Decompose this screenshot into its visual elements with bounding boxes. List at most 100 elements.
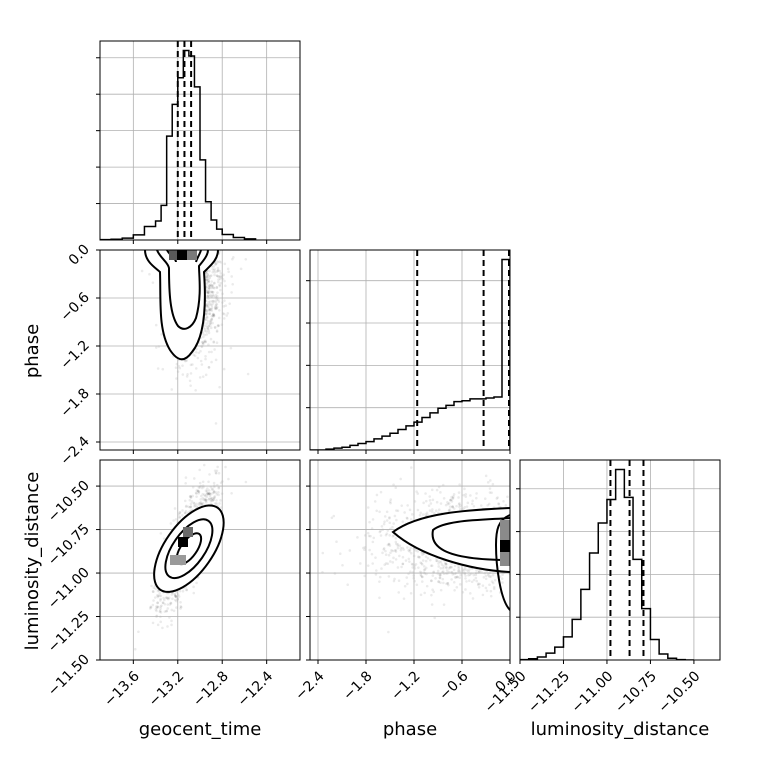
phase-distance-scatter-point: [511, 524, 514, 527]
phase-distance-scatter-point: [527, 557, 530, 560]
geocent-phase-scatter-point: [232, 256, 235, 259]
phase-distance-scatter-point: [439, 502, 443, 505]
geocent-phase-scatter-point: [199, 233, 202, 236]
geocent-time-x-tick-label: −13.6: [101, 668, 143, 710]
geocent-phase-scatter-point: [193, 196, 196, 199]
phase-distance-scatter-point: [521, 561, 524, 564]
geocent-phase-scatter-point: [173, 220, 176, 223]
phase-distance-scatter-point: [470, 580, 474, 584]
phase-distance-scatter-point: [522, 527, 525, 530]
geocent-phase-scatter-point: [203, 210, 206, 213]
geocent-phase-scatter-point: [199, 359, 203, 363]
geocent-phase-scatter-point: [215, 330, 219, 333]
phase-distance-scatter-point: [517, 490, 520, 493]
geocent-distance-scatter-point: [163, 602, 167, 606]
geocent-phase-scatter-point: [191, 244, 194, 247]
geocent-distance-scatter-point: [195, 581, 198, 585]
geocent-phase-scatter-point: [184, 245, 187, 248]
geocent-phase-scatter-point: [227, 270, 230, 274]
geocent-distance-scatter-point: [214, 471, 218, 475]
geocent-distance-scatter-point: [244, 480, 248, 484]
phase-distance-scatter-point: [389, 498, 393, 501]
phase-distance-scatter-point: [437, 565, 441, 568]
geocent-distance-scatter-point: [149, 605, 152, 609]
phase-distance-scatter-point: [576, 568, 579, 571]
geocent-phase-scatter-point: [198, 189, 201, 192]
geocent-phase-scatter-point: [215, 305, 219, 309]
phase-distance-scatter-point: [535, 525, 538, 528]
geocent-distance-scatter-point: [217, 486, 221, 490]
phase-distance-scatter-point: [539, 571, 542, 574]
phase-distance-scatter-point: [513, 520, 516, 523]
phase-distance-scatter-point: [522, 555, 525, 558]
geocent-distance-scatter-point: [196, 489, 200, 493]
phase-distance-scatter-point: [439, 581, 442, 584]
phase-distance-scatter-point: [388, 521, 392, 525]
phase-distance-scatter-point: [574, 575, 577, 578]
geocent-phase-scatter-point: [207, 329, 211, 333]
phase-distance-scatter-point: [522, 546, 525, 549]
geocent-phase-scatter-point: [200, 229, 203, 232]
geocent-phase-scatter-point: [185, 228, 188, 231]
geocent-phase-scatter-point: [200, 211, 203, 214]
phase-distance-scatter-point: [401, 562, 405, 566]
geocent-phase-scatter-point: [216, 260, 220, 264]
phase-distance-scatter-point: [501, 573, 504, 577]
geocent-phase-scatter-point: [208, 276, 212, 280]
phase-distance-scatter-point: [535, 510, 538, 513]
phase-y-tick-label: 0.0: [66, 242, 93, 269]
geocent-phase-scatter-point: [172, 246, 175, 249]
phase-distance-scatter-point: [487, 574, 490, 577]
phase-distance-scatter-point: [527, 539, 530, 542]
phase-distance-scatter-point: [445, 565, 448, 569]
phase-y-tick-label: −2.4: [57, 433, 92, 468]
geocent-distance-scatter-point: [195, 505, 199, 508]
phase-distance-scatter-point: [387, 575, 391, 578]
phase-distance-scatter-point: [522, 549, 525, 552]
geocent-phase-scatter-point: [205, 278, 209, 282]
geocent-phase-scatter-point: [208, 312, 211, 316]
phase-distance-scatter-point: [452, 580, 456, 584]
geocent-phase-scatter-point: [197, 223, 200, 226]
geocent-phase-scatter-point: [204, 227, 207, 230]
phase-distance-scatter-point: [458, 570, 462, 573]
geocent-distance-scatter-point: [208, 497, 211, 500]
phase-distance-scatter-point: [406, 546, 409, 549]
geocent-phase-scatter-point: [208, 192, 211, 195]
phase-distance-scatter-point: [466, 501, 470, 505]
geocent-phase-scatter-point: [216, 268, 220, 272]
phase-distance-scatter-point: [375, 509, 379, 513]
geocent-phase-scatter-point: [203, 329, 207, 333]
geocent-phase-scatter-point: [196, 228, 199, 231]
phase-distance-scatter-point: [533, 557, 536, 560]
phase-distance-scatter-point: [398, 554, 401, 558]
geocent-distance-scatter-point: [227, 477, 230, 481]
phase-distance-scatter-point: [420, 575, 424, 579]
phase-distance-scatter-point: [536, 564, 539, 567]
phase-distance-scatter-point: [395, 518, 398, 522]
phase-distance-scatter-point: [393, 577, 396, 581]
phase-distance-scatter-point: [369, 534, 372, 538]
geocent-phase-scatter-point: [194, 237, 197, 240]
geocent-distance-scatter-point: [152, 599, 155, 602]
geocent-distance-scatter-point: [178, 589, 182, 593]
phase-distance-scatter-point: [409, 518, 413, 521]
geocent-phase-scatter-point: [218, 269, 222, 273]
phase-distance-scatter-point: [523, 564, 526, 567]
phase-distance-scatter-point: [535, 526, 538, 529]
geocent-distance-scatter-point: [159, 532, 163, 535]
geocent-phase-scatter-point: [191, 246, 194, 249]
phase-distance-scatter-point: [532, 525, 535, 528]
phase-distance-scatter-point: [513, 557, 516, 560]
phase-distance-scatter-point: [405, 516, 409, 520]
geocent-time-x-tick-label: −12.8: [190, 668, 232, 710]
geocent-distance-scatter-point: [208, 492, 211, 495]
geocent-phase-scatter-point: [210, 300, 214, 303]
phase-distance-scatter-point: [530, 526, 533, 529]
geocent-phase-scatter-point: [205, 315, 209, 319]
geocent-phase-scatter-point: [229, 346, 233, 350]
phase-distance-scatter-point: [396, 544, 400, 548]
geocent-phase-scatter-point: [226, 224, 229, 227]
phase-distance-scatter-point: [393, 549, 397, 552]
phase-distance-scatter-point: [599, 546, 602, 549]
